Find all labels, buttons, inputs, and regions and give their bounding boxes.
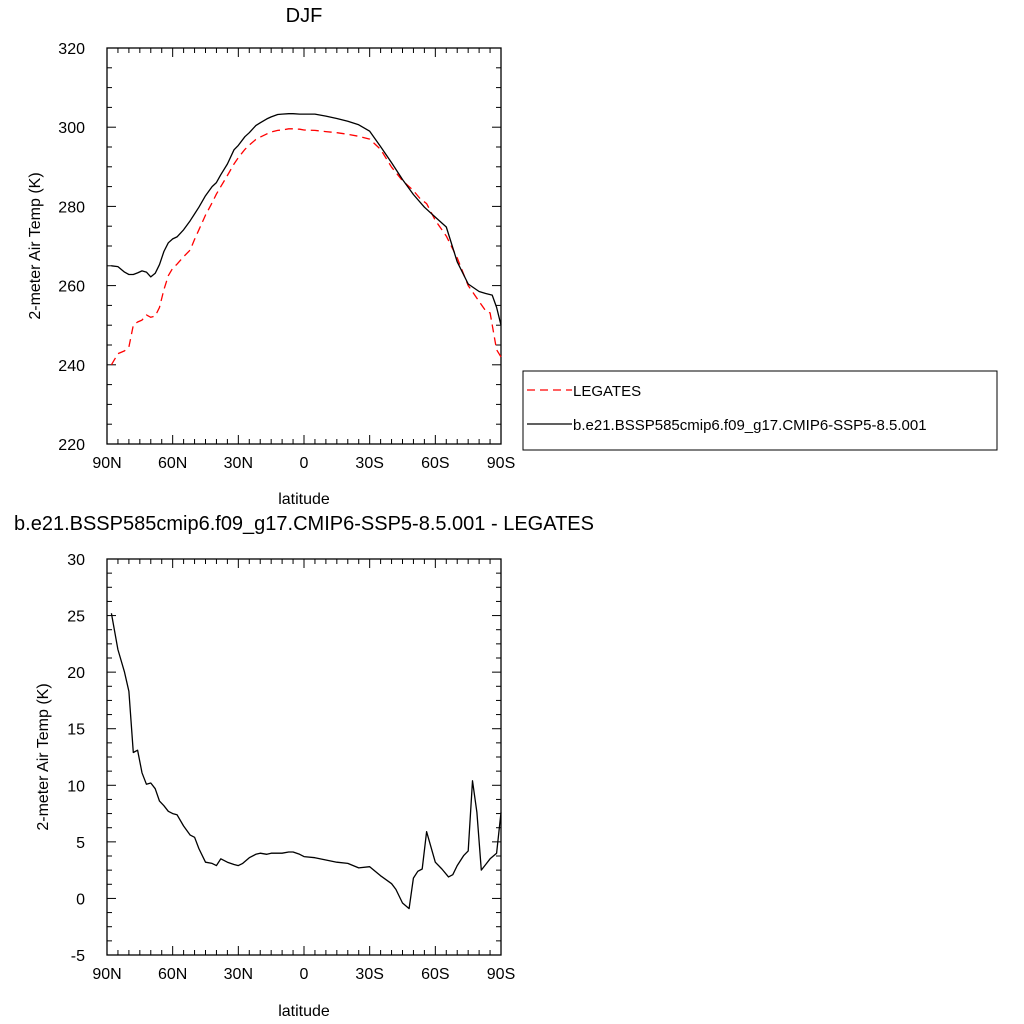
- x-tick-label: 30N: [224, 966, 253, 983]
- x-tick-label: 90S: [487, 455, 515, 472]
- x-tick-label: 30S: [355, 455, 383, 472]
- series-line-b-e21-bssp585cmip6-f09-g17-cmip6-ssp5-8-5-001: [111, 113, 502, 326]
- bottom-plot-frame: [106, 558, 502, 956]
- top-y-axis-label: 2-meter Air Temp (K): [27, 172, 44, 319]
- x-tick-label: 60S: [421, 966, 449, 983]
- x-tick-label: 0: [300, 966, 309, 983]
- y-tick-label: 5: [76, 835, 85, 852]
- x-tick-label: 90S: [487, 966, 515, 983]
- y-tick-label: 0: [76, 891, 85, 908]
- bottom-series-group: [110, 613, 502, 910]
- x-tick-label: 90N: [92, 966, 121, 983]
- y-tick-label: 260: [58, 279, 85, 296]
- y-tick-label: 15: [67, 722, 85, 739]
- bottom-panel: b.e21.BSSP585cmip6.f09_g17.CMIP6-SSP5-8.…: [14, 513, 594, 1020]
- y-tick-label: -5: [71, 948, 85, 965]
- x-tick-label: 30N: [224, 455, 253, 472]
- y-tick-label: 300: [58, 120, 85, 137]
- x-tick-label: 60S: [421, 455, 449, 472]
- top-x-axis-label: latitude: [278, 491, 330, 508]
- bottom-y-axis-label: 2-meter Air Temp (K): [35, 683, 52, 830]
- bottom-axis-ticks: 90N 60N 30N 0 30S 60S 90S -5 0 5 10 15 20 25 30: [67, 552, 515, 983]
- y-tick-label: 20: [67, 665, 85, 682]
- legend-label-model: b.e21.BSSP585cmip6.f09_g17.CMIP6-SSP5-8.…: [573, 417, 927, 434]
- bottom-x-axis-label: latitude: [278, 1003, 330, 1020]
- y-tick-label: 280: [58, 199, 85, 216]
- x-tick-label: 90N: [92, 455, 121, 472]
- y-tick-label: 25: [67, 609, 85, 626]
- top-series-group: [110, 113, 502, 366]
- legend: LEGATES b.e21.BSSP585cmip6.f09_g17.CMIP6…: [522, 370, 998, 451]
- y-tick-label: 220: [58, 437, 85, 454]
- x-tick-label: 60N: [158, 966, 187, 983]
- series-line-difference: [110, 613, 502, 910]
- series-line-legates: [110, 128, 502, 366]
- top-axis-ticks: 90N 60N 30N 0 30S 60S 90S 220 240 260 280 300 320: [58, 41, 515, 472]
- x-tick-label: 60N: [158, 455, 187, 472]
- y-tick-label: 240: [58, 358, 85, 375]
- y-tick-label: 30: [67, 552, 85, 569]
- legend-label-legates: LEGATES: [573, 383, 641, 400]
- y-tick-label: 10: [67, 778, 85, 795]
- top-chart-title: DJF: [286, 5, 323, 27]
- x-tick-label: 30S: [355, 966, 383, 983]
- legend-box: [522, 370, 998, 451]
- y-tick-label: 320: [58, 41, 85, 58]
- x-tick-label: 0: [300, 455, 309, 472]
- top-panel: DJF 90N 60N 30N 0 30S 60S 90S 220 240 260 280 300 32…: [27, 5, 515, 508]
- bottom-chart-title: b.e21.BSSP585cmip6.f09_g17.CMIP6-SSP5-8.…: [14, 513, 594, 535]
